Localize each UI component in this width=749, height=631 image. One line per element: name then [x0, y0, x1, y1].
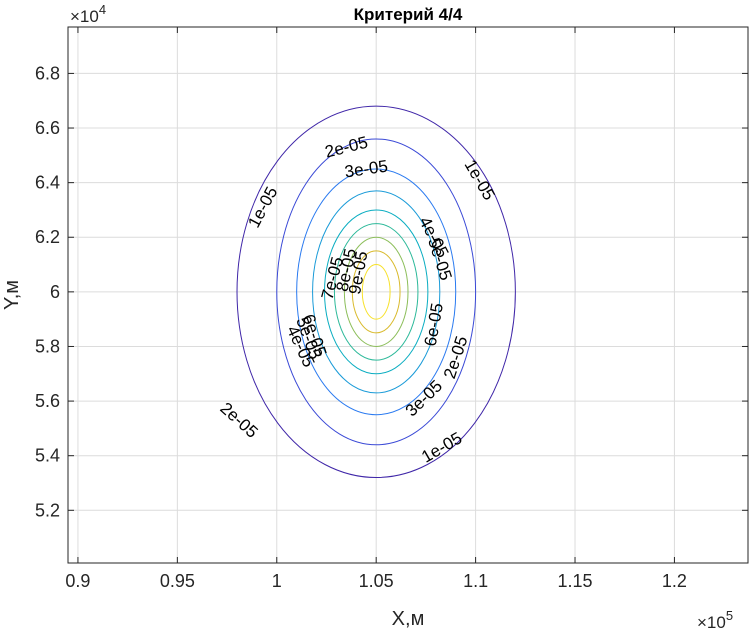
contour-level-8e-05: [351, 250, 401, 334]
contour-level-9e-05: [361, 264, 391, 320]
y-tick-label: 6: [50, 282, 60, 302]
x-exponent-base: ×10: [697, 613, 726, 631]
y-tick-label: 6.4: [35, 173, 60, 193]
x-tick-label: 1.15: [557, 571, 592, 591]
contour-level-3e-05: [296, 168, 457, 416]
x-axis-label: X,м: [392, 608, 425, 630]
x-tick-label: 1.1: [463, 571, 488, 591]
y-tick-label: 6.6: [35, 118, 60, 138]
x-tick-label: 0.9: [65, 571, 90, 591]
contour-lines: [236, 105, 516, 479]
y-axis-label: Y,м: [1, 280, 23, 310]
y-exponent-label: ×104: [70, 2, 106, 26]
x-tick-label: 1: [272, 571, 282, 591]
x-exponent-label: ×105: [697, 608, 733, 631]
contour-level-4e-05: [312, 190, 441, 394]
x-tick-label: 1.05: [359, 571, 394, 591]
y-tick-label: 5.2: [35, 500, 60, 520]
y-tick-label: 6.2: [35, 227, 60, 247]
y-tick-label: 5.8: [35, 336, 60, 356]
x-tick-label: 1.2: [662, 571, 687, 591]
contour-level-6e-05: [333, 223, 419, 361]
x-exponent-power: 5: [726, 608, 733, 623]
axis-ticks: 0.9 0.95 1 1.05 1.1 1.15 1.2 5.2 5.4 5.6 5.8 6 6.2 6.…: [35, 27, 748, 591]
plot-frame: [67, 26, 749, 564]
y-exponent-base: ×10: [70, 7, 99, 26]
contour-level-1e-05: [236, 105, 516, 479]
y-exponent-power: 4: [99, 2, 106, 17]
x-tick-label: 0.95: [160, 571, 195, 591]
y-tick-label: 6.8: [35, 63, 60, 83]
contour-level-5e-05: [323, 209, 429, 375]
y-tick-label: 5.4: [35, 446, 60, 466]
contour-level-2e-05: [276, 138, 477, 446]
y-tick-label: 5.6: [35, 391, 60, 411]
chart-title: Критерий 4/4: [354, 5, 463, 24]
contour-level-7e-05: [343, 236, 409, 347]
